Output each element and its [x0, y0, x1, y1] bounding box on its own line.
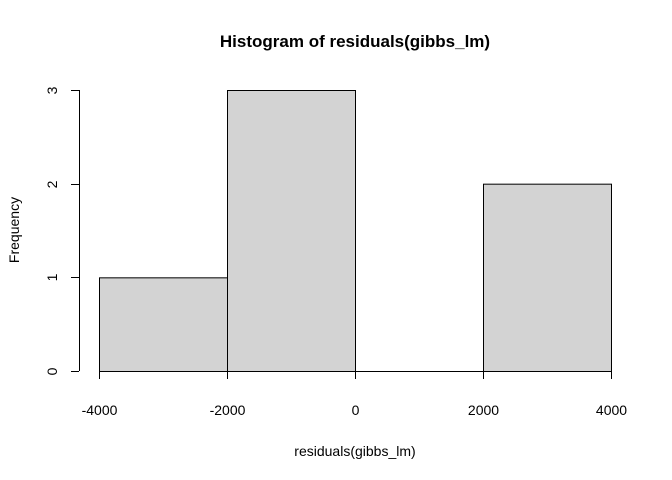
histogram-bar [99, 277, 228, 373]
x-axis-label: residuals(gibbs_lm) [294, 443, 415, 459]
x-tick-label: -4000 [82, 402, 118, 418]
chart-title: Histogram of residuals(gibbs_lm) [220, 32, 490, 51]
histogram-bar [483, 183, 612, 372]
y-tick-label: 0 [44, 367, 60, 375]
y-tick-label: 1 [44, 273, 60, 281]
y-tick-label: 3 [44, 86, 60, 94]
y-tick-label: 2 [44, 180, 60, 188]
x-tick-label: -2000 [210, 402, 246, 418]
x-tick-label: 2000 [468, 402, 499, 418]
histogram-bar [227, 90, 356, 372]
x-axis: -4000 -2000 0 2000 4000 [82, 371, 627, 418]
x-tick-label: 4000 [596, 402, 627, 418]
x-tick-label: 0 [352, 402, 360, 418]
y-axis-label: Frequency [6, 197, 22, 263]
bars-group [99, 90, 612, 373]
y-axis: 0 1 2 3 [44, 86, 80, 375]
